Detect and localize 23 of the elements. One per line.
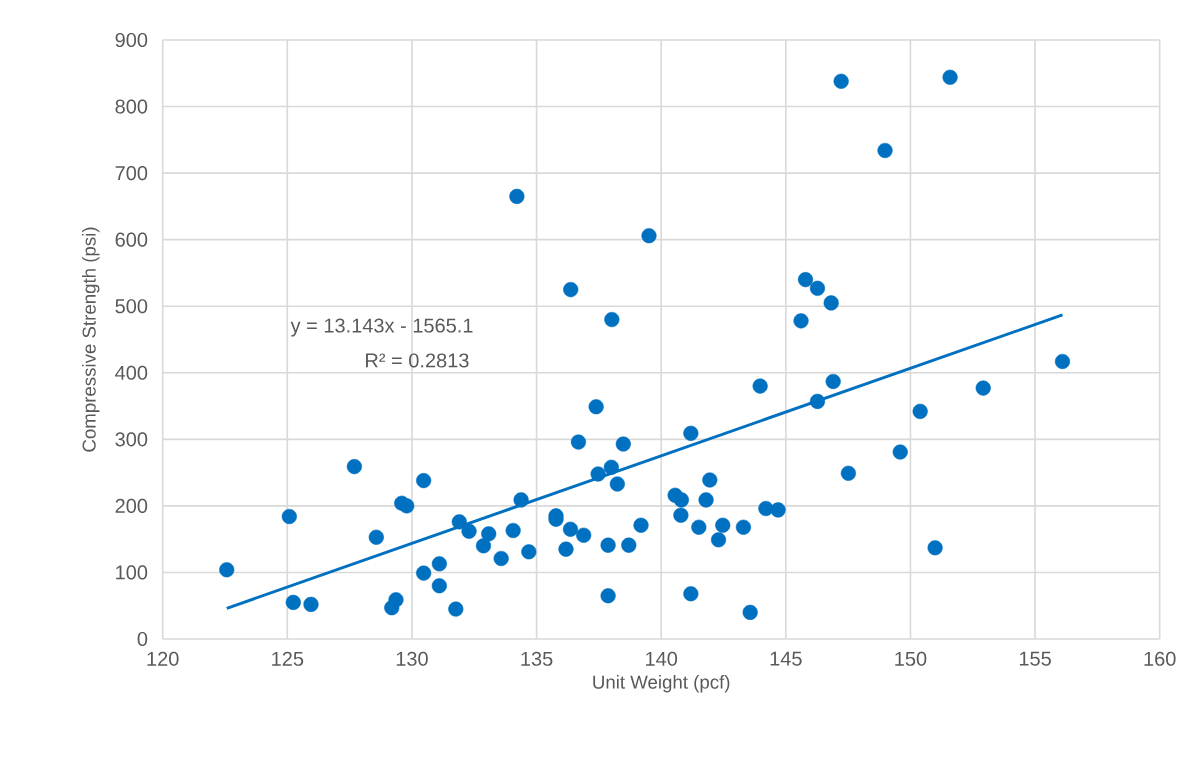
x-tick-label: 150 — [895, 651, 927, 666]
annotation: R² = 0.2813 — [366, 353, 469, 368]
y-tick-label: 700 — [115, 166, 148, 181]
y-tick-label: 900 — [115, 32, 148, 48]
x-tick-label: 160 — [1144, 651, 1176, 666]
x-tick-label: 140 — [646, 651, 678, 666]
x-tick-label: 125 — [272, 651, 304, 666]
x-tick-label: 135 — [521, 651, 553, 666]
y-tick-label: 100 — [116, 565, 148, 580]
y-axis-title: Compressive Strength (psi) — [82, 227, 100, 452]
y-tick-label: 200 — [115, 498, 148, 513]
y-tick-label: 300 — [115, 432, 148, 447]
x-tick-label: 120 — [147, 651, 179, 666]
x-axis-title: Unit Weight (pcf) — [593, 675, 730, 693]
x-tick-label: 155 — [1019, 651, 1051, 666]
y-tick-label: 400 — [115, 365, 148, 380]
x-tick-label: 130 — [396, 651, 428, 666]
annotation: y = 13.143x - 1565.1 — [290, 318, 473, 337]
y-tick-label: 600 — [115, 232, 148, 247]
y-tick-label: 800 — [115, 99, 148, 114]
y-tick-label: 0 — [137, 631, 148, 647]
x-tick-label: 145 — [770, 651, 802, 666]
y-tick-label: 500 — [115, 299, 148, 314]
